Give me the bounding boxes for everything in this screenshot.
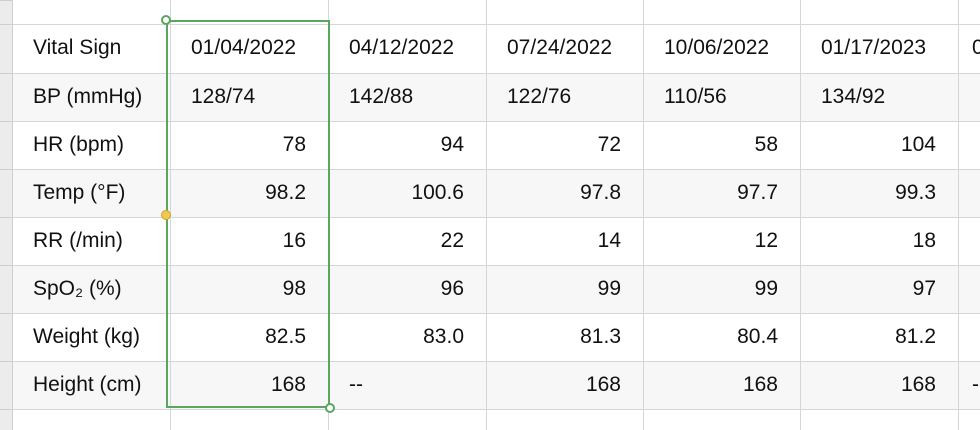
row-divider[interactable] <box>12 73 980 74</box>
vital-sign-label[interactable]: Height (cm) <box>33 373 142 396</box>
column-header-date[interactable]: 04/12/2022 <box>349 36 455 59</box>
data-cell[interactable]: 94 <box>440 133 464 156</box>
vital-sign-label[interactable]: Temp (°F) <box>33 181 126 204</box>
gutter-divider <box>0 361 12 362</box>
gutter-divider <box>0 313 12 314</box>
row-divider[interactable] <box>12 361 980 362</box>
data-cell[interactable]: 168 <box>900 373 936 396</box>
data-cell[interactable]: 22 <box>440 229 464 252</box>
row-divider[interactable] <box>12 24 980 25</box>
data-cell[interactable]: 98 <box>282 277 306 300</box>
data-cell[interactable]: 83.0 <box>423 325 464 348</box>
gutter-divider <box>0 0 12 1</box>
column-divider[interactable] <box>643 0 644 430</box>
column-header-date[interactable]: 01/17/2023 <box>821 36 927 59</box>
data-cell[interactable]: 81.3 <box>580 325 621 348</box>
row-divider[interactable] <box>12 121 980 122</box>
data-cell[interactable]: 58 <box>754 133 778 156</box>
data-cell[interactable]: 82.5 <box>265 325 306 348</box>
gutter-divider <box>0 265 12 266</box>
row-divider[interactable] <box>12 217 980 218</box>
data-cell[interactable]: 14 <box>597 229 621 252</box>
data-cell[interactable]: 168 <box>742 373 778 396</box>
data-cell[interactable]: 78 <box>282 133 306 156</box>
vital-sign-label[interactable]: Weight (kg) <box>33 325 140 348</box>
data-cell[interactable]: 80.4 <box>737 325 778 348</box>
gutter-divider <box>0 217 12 218</box>
data-cell[interactable]: 128/74 <box>191 85 256 108</box>
row-band <box>13 266 980 313</box>
column-divider[interactable] <box>800 0 801 430</box>
vital-sign-label[interactable]: HR (bpm) <box>33 133 125 156</box>
data-cell[interactable]: 12 <box>754 229 778 252</box>
row-band <box>13 362 980 409</box>
column-divider[interactable] <box>486 0 487 430</box>
column-header-label[interactable]: Vital Sign <box>33 36 122 59</box>
data-cell[interactable]: -- <box>349 373 363 396</box>
data-cell[interactable]: 99.3 <box>895 181 936 204</box>
data-cell[interactable]: 97.7 <box>737 181 778 204</box>
data-cell[interactable]: 110/56 <box>664 85 727 108</box>
data-cell[interactable]: 97.8 <box>580 181 621 204</box>
row-divider[interactable] <box>12 313 980 314</box>
selection-bottom-handle[interactable] <box>325 403 335 413</box>
data-cell[interactable]: 98.2 <box>265 181 306 204</box>
selection-top-handle[interactable] <box>161 15 171 25</box>
vital-sign-label[interactable]: SpO₂ (%) <box>33 277 122 300</box>
gutter-divider <box>0 73 12 74</box>
data-cell[interactable]: 168 <box>270 373 306 396</box>
selection-resize-handle[interactable] <box>161 210 171 220</box>
data-cell[interactable]: 142/88 <box>349 85 414 108</box>
data-cell[interactable]: 99 <box>597 277 621 300</box>
data-cell[interactable]: 100.6 <box>411 181 464 204</box>
data-cell[interactable]: 99 <box>754 277 778 300</box>
data-cell[interactable]: 18 <box>912 229 936 252</box>
row-gutter[interactable] <box>0 0 13 430</box>
data-cell[interactable]: 16 <box>282 229 306 252</box>
clipped-cell-text[interactable]: - <box>972 373 979 396</box>
data-cell[interactable]: 81.2 <box>895 325 936 348</box>
data-cell[interactable]: 122/76 <box>507 85 572 108</box>
gutter-divider <box>0 121 12 122</box>
column-header-date[interactable]: 01/04/2022 <box>191 36 297 59</box>
clipped-header-text[interactable]: 0 <box>972 36 980 59</box>
data-cell[interactable]: 134/92 <box>821 85 886 108</box>
data-cell[interactable]: 168 <box>585 373 621 396</box>
gutter-divider <box>0 24 12 25</box>
data-cell[interactable]: 97 <box>912 277 936 300</box>
data-cell[interactable]: 72 <box>597 133 621 156</box>
column-header-date[interactable]: 07/24/2022 <box>507 36 613 59</box>
vital-sign-label[interactable]: BP (mmHg) <box>33 85 143 108</box>
gutter-divider <box>0 169 12 170</box>
vital-sign-label[interactable]: RR (/min) <box>33 229 123 252</box>
data-cell[interactable]: 96 <box>440 277 464 300</box>
row-divider[interactable] <box>12 265 980 266</box>
column-divider[interactable] <box>958 0 959 430</box>
column-header-date[interactable]: 10/06/2022 <box>664 36 770 59</box>
gutter-divider <box>0 409 12 410</box>
row-band <box>13 74 980 121</box>
row-divider[interactable] <box>12 169 980 170</box>
data-cell[interactable]: 104 <box>900 133 936 156</box>
row-divider[interactable] <box>12 409 980 410</box>
row-band <box>13 170 980 217</box>
